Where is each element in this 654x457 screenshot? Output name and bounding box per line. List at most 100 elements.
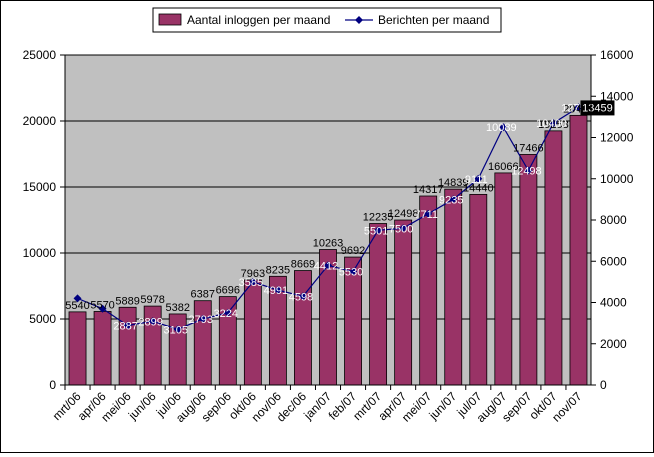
x-axis-tick-label: jun/06 [125, 389, 159, 423]
bar-data-label: 5540 [65, 300, 89, 312]
line-marker [349, 267, 358, 276]
line-marker [148, 317, 157, 326]
legend: Aantal inloggen per maand Berichten per … [152, 7, 502, 33]
left-axis-tick-label: 15000 [23, 180, 57, 194]
right-axis-tick-label: 8000 [600, 213, 627, 227]
line-data-label: 7711 [414, 209, 438, 221]
right-axis-tick-label: 0 [600, 378, 607, 392]
bar-data-label: 12235 [363, 211, 394, 223]
line-marker [298, 292, 307, 301]
right-axis-tick-label: 12000 [600, 131, 634, 145]
line-data-label: 9111 [465, 174, 488, 186]
bar-data-label: 9692 [341, 245, 365, 257]
bar-data-label: 6696 [216, 285, 240, 297]
left-axis-tick-label: 20000 [23, 114, 57, 128]
last-point-label-box [580, 100, 615, 116]
line-data-label: 12498 [511, 166, 542, 178]
line-marker [474, 174, 483, 183]
bar [394, 219, 413, 386]
line-marker [399, 224, 408, 233]
line-marker [98, 304, 107, 313]
bar [294, 270, 312, 386]
legend-swatch-bar [158, 13, 182, 26]
bar-data-label: 5889 [115, 295, 139, 307]
line-data-label: 7500 [389, 223, 413, 235]
line-marker [123, 321, 132, 330]
left-axis-tick-label: 0 [49, 378, 56, 392]
bar [419, 195, 438, 386]
bar [93, 311, 112, 386]
bar-data-label: 14317 [413, 184, 444, 196]
line-data-label: 10400 [536, 118, 567, 130]
line-marker [424, 209, 433, 218]
bar [569, 114, 588, 386]
last-point-label: 13459 [582, 102, 613, 114]
line-data-label: 3585 [239, 277, 263, 289]
bar-data-label: 5570 [90, 299, 114, 311]
line-data-label: 3105 [163, 324, 187, 336]
bar-data-label: 14839 [438, 177, 469, 189]
right-axis-tick-label: 10000 [600, 172, 634, 186]
line-data-label: 9235 [439, 194, 463, 206]
bar-data-label: 6387 [191, 289, 215, 301]
line-marker [449, 195, 458, 204]
bar [68, 311, 87, 386]
right-axis-tick-label: 6000 [600, 254, 627, 268]
line-data-label: 2899 [138, 316, 162, 328]
bar [444, 188, 463, 386]
right-axis-tick-label: 14000 [600, 89, 634, 103]
legend-marker-diamond [355, 16, 363, 24]
line-data-label: 2793 [189, 314, 213, 326]
right-axis-tick-label: 2000 [600, 337, 627, 351]
line-data-label: 4598 [289, 291, 313, 303]
bar [469, 193, 488, 386]
bar-data-label: 16066 [488, 161, 519, 173]
line-data-label: 3224 [214, 308, 238, 320]
bar-data-label: 7963 [241, 268, 265, 280]
line-marker [173, 325, 182, 334]
line-data-label: 10089 [486, 122, 517, 134]
right-axis-tick-label: 4000 [600, 296, 627, 310]
line-marker [324, 261, 332, 270]
line-data-label: 4412 [314, 260, 338, 272]
bar-series [68, 114, 588, 386]
bar-data-label: 8235 [266, 264, 290, 276]
line-data-label: 5501 [364, 225, 388, 237]
left-axis-tick-label: 5000 [29, 312, 56, 326]
legend-box [152, 7, 502, 33]
bar-data-label: 5978 [140, 294, 164, 306]
x-axis-tick-label: jun/07 [426, 389, 460, 423]
bar-data-label: 17466 [513, 142, 544, 154]
line-marker [549, 119, 558, 128]
line-marker [273, 286, 282, 295]
x-axis-tick-label: jan/07 [300, 389, 334, 423]
bar [519, 154, 538, 386]
bar-data-label: 14440 [463, 182, 494, 194]
line-marker [198, 315, 207, 323]
line-marker [499, 123, 508, 132]
legend-label-line: Berichten per maand [378, 13, 489, 27]
bar [544, 130, 563, 386]
bar-data-label: 19253 [538, 119, 569, 131]
bar-data-label: 12498 [388, 208, 419, 220]
bar-data-label: 5382 [165, 302, 189, 314]
line-marker [73, 294, 82, 303]
line-data-label: 4991 [264, 285, 288, 297]
line-series [73, 103, 583, 334]
line-marker [223, 308, 232, 317]
bar [369, 223, 388, 386]
legend-label-bar: Aantal inloggen per maand [187, 13, 330, 27]
bar [118, 306, 137, 386]
line-data-label: 2887 [113, 320, 137, 332]
line-data-label: 5530 [339, 267, 363, 279]
line-marker [524, 166, 533, 175]
right-axis-tick-label: 16000 [600, 48, 634, 62]
line-marker [248, 277, 257, 286]
bar-data-label: 10263 [313, 238, 344, 250]
left-axis-tick-label: 10000 [23, 246, 57, 260]
left-axis-tick-label: 25000 [23, 48, 57, 62]
bar [494, 172, 513, 386]
